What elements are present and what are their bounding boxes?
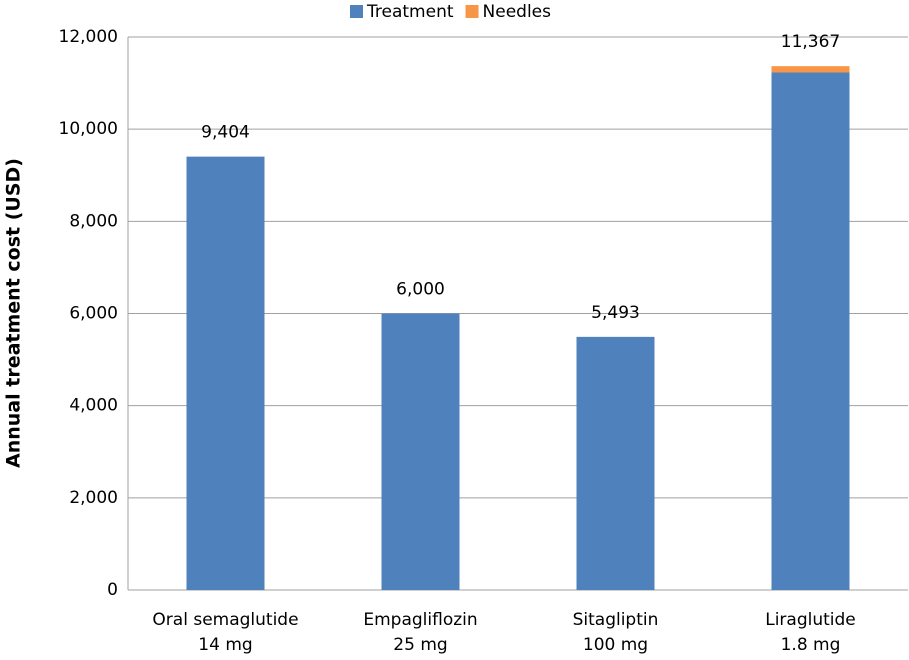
x-tick-label: 25 mg — [393, 635, 447, 655]
y-tick-label: 2,000 — [69, 488, 118, 508]
y-axis-title: Annual treatment cost (USD) — [3, 158, 25, 468]
x-tick-label: 100 mg — [583, 635, 648, 655]
x-tick-label: 1.8 mg — [781, 635, 841, 655]
total-label: 5,493 — [591, 303, 640, 323]
y-tick-label: 0 — [107, 580, 118, 600]
x-tick-label: Liraglutide — [765, 610, 856, 630]
total-label: 11,367 — [781, 32, 840, 52]
x-tick-label: Oral semaglutide — [152, 610, 298, 630]
x-tick-label: Sitagliptin — [573, 610, 659, 630]
legend-swatch — [465, 5, 479, 18]
bar-segment — [576, 336, 655, 590]
y-tick-label: 12,000 — [59, 27, 118, 47]
total-label: 6,000 — [396, 280, 445, 300]
bar-segment — [771, 72, 850, 590]
x-tick-label: Empagliflozin — [363, 610, 477, 630]
y-tick-label: 10,000 — [59, 119, 118, 139]
x-tick-label: 14 mg — [198, 635, 252, 655]
legend-swatch — [350, 5, 363, 18]
bar-segment — [771, 66, 850, 73]
bar-segment — [186, 156, 265, 591]
y-tick-label: 4,000 — [69, 396, 118, 416]
y-tick-label: 8,000 — [69, 211, 118, 231]
bar-segment — [381, 313, 460, 590]
legend-label: Treatment — [366, 2, 454, 22]
legend-label: Needles — [483, 2, 552, 22]
y-tick-label: 6,000 — [69, 304, 118, 324]
total-label: 9,404 — [201, 123, 250, 143]
